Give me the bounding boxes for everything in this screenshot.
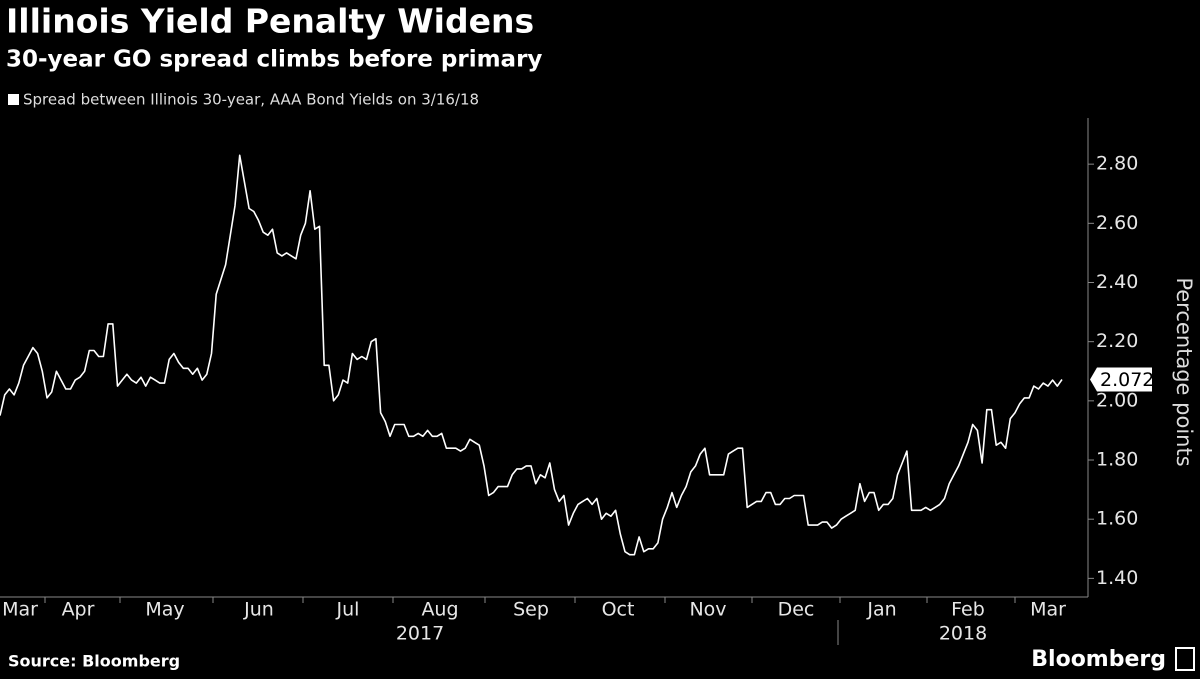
x-tick-label: Mar	[1030, 599, 1066, 621]
source: Source: Bloomberg	[8, 652, 180, 671]
brand: Bloomberg	[1031, 647, 1166, 672]
year-label: 2018	[939, 623, 987, 645]
y-axis-label: Percentage points	[1172, 277, 1196, 466]
x-tick-label: Jan	[866, 599, 896, 621]
legend-label: Spread between Illinois 30-year, AAA Bon…	[23, 91, 479, 109]
x-tick-label: Sep	[513, 599, 549, 621]
x-tick-label: Dec	[778, 599, 815, 621]
chart-title: Illinois Yield Penalty Widens	[6, 2, 534, 41]
chart-subtitle: 30-year GO spread climbs before primary	[6, 47, 542, 73]
brand-icon	[1175, 647, 1195, 671]
legend-swatch	[8, 94, 19, 105]
x-tick-label: Apr	[62, 599, 95, 621]
value-label-box	[1090, 367, 1152, 392]
x-tick-label: Oct	[602, 599, 635, 621]
y-tick-label: 2.80	[1096, 153, 1138, 175]
y-tick-label: 2.40	[1096, 271, 1138, 293]
value-label: 2.0721	[1100, 369, 1166, 391]
y-tick-label: 2.00	[1096, 389, 1138, 411]
x-tick-label: May	[145, 599, 184, 621]
year-label: 2017	[396, 623, 444, 645]
x-tick-label: Feb	[951, 599, 985, 621]
x-tick-label: Nov	[689, 599, 726, 621]
x-tick-label: Jun	[243, 599, 274, 621]
x-tick-label: Aug	[421, 599, 458, 621]
x-tick-label: Jul	[336, 599, 360, 621]
y-tick-label: 2.60	[1096, 212, 1138, 234]
x-tick-label: Mar	[2, 599, 38, 621]
y-tick-label: 1.80	[1096, 449, 1138, 471]
y-tick-label: 1.40	[1096, 567, 1138, 589]
y-tick-label: 1.60	[1096, 508, 1138, 530]
y-tick-label: 2.20	[1096, 330, 1138, 352]
line	[0, 154, 1063, 556]
